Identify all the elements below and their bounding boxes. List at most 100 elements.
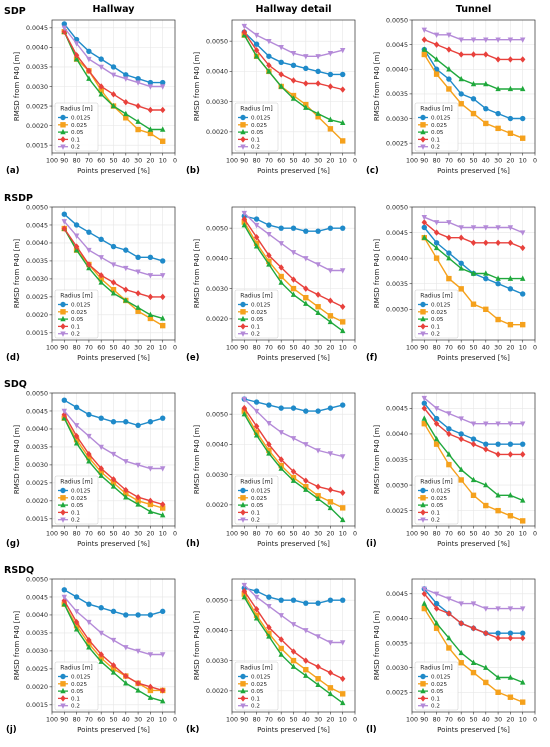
legend-marker bbox=[60, 323, 66, 330]
data-point bbox=[327, 225, 334, 231]
data-point bbox=[278, 279, 284, 285]
data-point bbox=[253, 432, 260, 438]
data-point bbox=[507, 421, 514, 427]
data-point bbox=[110, 91, 117, 98]
x-tick-label: 40 bbox=[302, 531, 310, 538]
y-tick-label: 0.0050 bbox=[206, 411, 228, 418]
data-point bbox=[98, 658, 104, 664]
data-point bbox=[303, 672, 309, 678]
data-point bbox=[123, 494, 129, 500]
y-tick-label: 0.0050 bbox=[26, 204, 48, 211]
x-tick-label: 0 bbox=[353, 345, 357, 352]
data-point bbox=[340, 454, 346, 460]
data-point bbox=[433, 229, 440, 236]
x-axis-label: Points preserved [%] bbox=[257, 167, 330, 175]
x-tick-label: 40 bbox=[122, 717, 130, 724]
data-point bbox=[241, 28, 247, 36]
data-point bbox=[135, 304, 141, 310]
series-0.05 bbox=[61, 600, 166, 704]
series-0.025 bbox=[421, 51, 526, 141]
x-tick-label: 80 bbox=[253, 158, 261, 165]
x-tick-label: 80 bbox=[253, 345, 261, 352]
data-point bbox=[160, 698, 166, 704]
data-point bbox=[278, 71, 284, 78]
data-point bbox=[495, 56, 501, 63]
legend-entry: 0.2 bbox=[431, 332, 440, 338]
data-point bbox=[340, 691, 346, 697]
y-tick-label: 0.0030 bbox=[206, 472, 228, 479]
data-point bbox=[110, 662, 117, 669]
data-point bbox=[520, 85, 526, 92]
data-point bbox=[266, 62, 272, 69]
y-tick-label: 0.0040 bbox=[386, 255, 408, 262]
data-point bbox=[433, 66, 440, 72]
data-point bbox=[495, 492, 501, 498]
data-point bbox=[315, 495, 321, 501]
data-point bbox=[266, 402, 272, 408]
y-tick-label: 0.0020 bbox=[26, 498, 48, 505]
y-tick-label: 0.0015 bbox=[26, 702, 48, 709]
x-tick-label: 60 bbox=[97, 158, 105, 165]
data-point bbox=[507, 634, 514, 642]
data-point bbox=[73, 432, 80, 440]
data-point bbox=[340, 48, 346, 54]
data-point bbox=[458, 416, 464, 422]
data-point bbox=[495, 507, 501, 514]
data-point bbox=[421, 224, 427, 231]
legend-title: Radius [m] bbox=[60, 106, 93, 113]
x-tick-label: 10 bbox=[519, 158, 527, 165]
data-point bbox=[340, 675, 346, 682]
x-tick-label: 90 bbox=[240, 531, 248, 538]
data-point bbox=[483, 502, 489, 509]
y-tick-label: 0.0035 bbox=[386, 91, 408, 98]
data-point bbox=[160, 501, 166, 508]
data-point bbox=[327, 318, 334, 325]
y-tick-label: 0.0020 bbox=[206, 129, 228, 136]
y-tick-label: 0.0030 bbox=[206, 99, 228, 106]
data-point bbox=[340, 699, 346, 706]
data-point bbox=[495, 674, 501, 680]
data-point bbox=[520, 37, 526, 43]
panel-label: (b) bbox=[186, 166, 200, 176]
x-tick-label: 70 bbox=[85, 717, 93, 724]
data-point bbox=[135, 118, 141, 124]
data-point bbox=[433, 420, 440, 427]
legend-title: Radius [m] bbox=[60, 665, 93, 672]
series-0.1 bbox=[241, 28, 346, 93]
y-tick-label: 0.0030 bbox=[206, 658, 228, 665]
subplot-g: SDQ 0.0015 0.0020 0.0025 0.0030 0.0035 0.0040 0… bbox=[4, 379, 177, 549]
legend-entry: 0.1 bbox=[251, 137, 260, 143]
data-point bbox=[135, 102, 141, 110]
data-point bbox=[123, 672, 129, 680]
data-point bbox=[340, 327, 346, 334]
x-tick-label: 50 bbox=[469, 531, 477, 538]
x-tick-label: 80 bbox=[433, 158, 441, 165]
data-point bbox=[147, 106, 154, 114]
data-point bbox=[110, 419, 117, 425]
data-point bbox=[303, 294, 309, 301]
data-point bbox=[495, 37, 501, 43]
data-point bbox=[61, 408, 67, 415]
data-point bbox=[470, 625, 477, 632]
x-tick-label: 80 bbox=[73, 717, 81, 724]
data-point bbox=[520, 230, 526, 236]
y-tick-label: 0.0035 bbox=[26, 64, 48, 71]
x-tick-label: 20 bbox=[146, 158, 154, 165]
x-tick-label: 30 bbox=[134, 531, 142, 538]
data-point bbox=[290, 51, 297, 57]
x-axis-label: Points preserved [%] bbox=[437, 354, 510, 362]
data-point bbox=[253, 423, 260, 430]
x-tick-label: 20 bbox=[506, 717, 514, 724]
data-point bbox=[421, 395, 427, 402]
legend-entry: 0.0125 bbox=[431, 489, 451, 495]
y-tick-label: 0.0045 bbox=[26, 25, 48, 32]
data-point bbox=[86, 411, 92, 418]
y-tick-label: 0.0020 bbox=[206, 688, 228, 695]
data-point bbox=[340, 138, 346, 144]
data-point bbox=[241, 210, 247, 217]
data-point bbox=[98, 255, 104, 261]
legend-entry: 0.025 bbox=[71, 496, 87, 502]
y-tick-label: 0.0040 bbox=[206, 69, 228, 76]
